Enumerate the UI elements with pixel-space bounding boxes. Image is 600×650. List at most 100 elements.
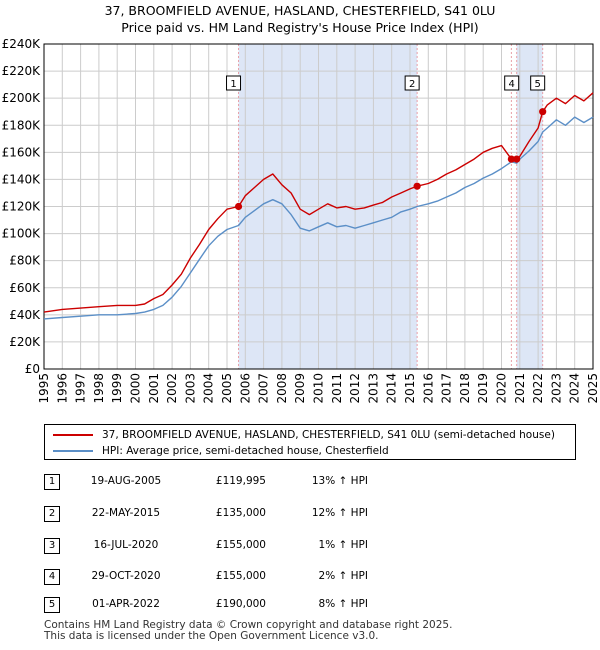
sale-label-frame bbox=[226, 75, 242, 91]
x-tick-label: 2019 bbox=[476, 373, 490, 404]
x-tick-label: 2012 bbox=[348, 373, 362, 404]
title-line-2: Price paid vs. HM Land Registry's House … bbox=[121, 20, 479, 35]
x-tick-label: 2002 bbox=[165, 373, 179, 404]
x-tick-label: 2004 bbox=[202, 373, 216, 404]
x-tick-label: 2007 bbox=[257, 373, 271, 404]
sale-row: 1 19-AUG-2005 £119,995 13% ↑ HPI bbox=[44, 474, 384, 490]
sale-label-frame bbox=[504, 75, 520, 91]
y-tick-label: £0 bbox=[25, 362, 40, 376]
x-tick-label: 2011 bbox=[330, 373, 344, 404]
x-tick-label: 2025 bbox=[586, 373, 600, 404]
x-tick-label: 2005 bbox=[220, 373, 234, 404]
sale-point bbox=[413, 182, 421, 190]
sale-number-badge: 2 bbox=[44, 506, 60, 522]
sale-label-box: 4 bbox=[504, 75, 520, 91]
y-tick-label: £80K bbox=[9, 254, 41, 268]
title-line-1: 37, BROOMFIELD AVENUE, HASLAND, CHESTERF… bbox=[104, 3, 496, 18]
sale-label-box: 2 bbox=[404, 75, 420, 91]
x-tick-label: 1997 bbox=[74, 373, 88, 404]
x-tick-label: 1999 bbox=[110, 373, 124, 404]
sale-price: £190,000 bbox=[215, 598, 266, 610]
x-tick-label: 2010 bbox=[312, 373, 326, 404]
sale-number-badge: 5 bbox=[44, 597, 60, 613]
legend-item-hpi: HPI: Average price, semi-detached house,… bbox=[53, 445, 389, 457]
sale-label-box: 5 bbox=[530, 75, 546, 91]
x-tick-label: 2009 bbox=[293, 373, 307, 404]
footer: Contains HM Land Registry data © Crown c… bbox=[44, 620, 452, 642]
sale-point bbox=[234, 202, 243, 211]
sale-label-box: 1 bbox=[226, 75, 242, 91]
x-tick-label: 2018 bbox=[458, 373, 472, 404]
y-tick-label: £60K bbox=[9, 281, 41, 295]
price-chart: £0 £20K £40K £60K £80K £100K £120K £140K £160K £1… bbox=[2, 37, 600, 404]
sale-row: 4 29-OCT-2020 £155,000 2% ↑ HPI bbox=[44, 569, 384, 585]
x-tick-label: 2014 bbox=[385, 373, 399, 404]
x-tick-label: 2015 bbox=[403, 373, 417, 404]
legend-label-property: 37, BROOMFIELD AVENUE, HASLAND, CHESTERF… bbox=[102, 429, 555, 441]
x-tick-label: 2001 bbox=[147, 373, 161, 404]
y-tick-label: £140K bbox=[2, 172, 42, 186]
sale-label-text: 5 bbox=[534, 79, 540, 90]
sale-price: £155,000 bbox=[215, 539, 266, 551]
plot-frame bbox=[43, 43, 594, 370]
sale-date: 19-AUG-2005 bbox=[90, 475, 162, 487]
x-tick-label: 2000 bbox=[129, 373, 143, 404]
sale-label-frame bbox=[530, 75, 546, 91]
sale-number-badge: 3 bbox=[44, 538, 60, 554]
sale-label-text: 4 bbox=[509, 79, 515, 90]
sale-label-frame bbox=[404, 75, 420, 91]
sale-hpi-change: 8% ↑ HPI bbox=[318, 598, 368, 610]
sale-date: 29-OCT-2020 bbox=[91, 570, 161, 582]
sale-date: 16-JUL-2020 bbox=[93, 539, 159, 551]
sale-number-badge: 1 bbox=[44, 474, 60, 490]
x-tick-label: 2006 bbox=[238, 373, 252, 404]
sale-row: 2 22-MAY-2015 £135,000 12% ↑ HPI bbox=[44, 506, 384, 522]
sale-point bbox=[539, 108, 547, 116]
sale-hpi-change: 12% ↑ HPI bbox=[311, 507, 368, 519]
y-tick-label: £220K bbox=[2, 64, 42, 78]
sale-number-badge: 4 bbox=[44, 569, 60, 585]
sale-hpi-change: 13% ↑ HPI bbox=[311, 475, 368, 487]
y-tick-label: £180K bbox=[2, 118, 42, 132]
sale-date: 01-APR-2022 bbox=[92, 598, 160, 610]
x-tick-label: 1995 bbox=[37, 373, 51, 404]
x-tick-label: 2023 bbox=[549, 373, 563, 404]
footer-copyright: Contains HM Land Registry data © Crown c… bbox=[44, 619, 453, 631]
y-tick-label: £40K bbox=[9, 308, 41, 322]
y-tick-label: £240K bbox=[2, 37, 42, 51]
legend-label-hpi: HPI: Average price, semi-detached house,… bbox=[102, 445, 389, 457]
x-tick-label: 2020 bbox=[495, 373, 509, 404]
x-tick-label: 1996 bbox=[55, 373, 69, 404]
chart-title: 37, BROOMFIELD AVENUE, HASLAND, CHESTERF… bbox=[0, 2, 600, 36]
sale-price: £119,995 bbox=[215, 475, 266, 487]
sale-hpi-change: 1% ↑ HPI bbox=[318, 539, 368, 551]
y-tick-label: £120K bbox=[2, 200, 42, 214]
y-tick-label: £200K bbox=[2, 91, 42, 105]
sale-label-text: 2 bbox=[409, 79, 415, 90]
x-tick-label: 2021 bbox=[513, 373, 527, 404]
x-tick-label: 2024 bbox=[568, 373, 582, 404]
footer-licence: This data is licensed under the Open Gov… bbox=[44, 630, 379, 642]
legend-swatch-property bbox=[53, 434, 93, 436]
x-tick-label: 2017 bbox=[440, 373, 454, 404]
sale-price: £135,000 bbox=[215, 507, 266, 519]
sale-price: £155,000 bbox=[215, 570, 266, 582]
sale-hpi-change: 2% ↑ HPI bbox=[318, 570, 368, 582]
y-tick-label: £20K bbox=[9, 335, 41, 349]
y-tick-label: £160K bbox=[2, 145, 42, 159]
sale-point bbox=[513, 155, 521, 163]
x-tick-label: 1998 bbox=[92, 373, 106, 404]
sale-row: 5 01-APR-2022 £190,000 8% ↑ HPI bbox=[44, 597, 384, 613]
x-tick-label: 2013 bbox=[366, 373, 380, 404]
x-tick-label: 2016 bbox=[421, 373, 435, 404]
legend-item-property: 37, BROOMFIELD AVENUE, HASLAND, CHESTERF… bbox=[53, 429, 555, 441]
sale-point bbox=[507, 155, 515, 163]
x-tick-label: 2008 bbox=[275, 373, 289, 404]
sale-row: 3 16-JUL-2020 £155,000 1% ↑ HPI bbox=[44, 538, 384, 554]
sale-label-text: 1 bbox=[230, 79, 236, 90]
x-tick-label: 2003 bbox=[183, 373, 197, 404]
x-tick-label: 2022 bbox=[531, 373, 545, 404]
sale-date: 22-MAY-2015 bbox=[91, 507, 161, 519]
y-tick-label: £100K bbox=[2, 227, 42, 241]
legend: 37, BROOMFIELD AVENUE, HASLAND, CHESTERF… bbox=[44, 424, 576, 460]
